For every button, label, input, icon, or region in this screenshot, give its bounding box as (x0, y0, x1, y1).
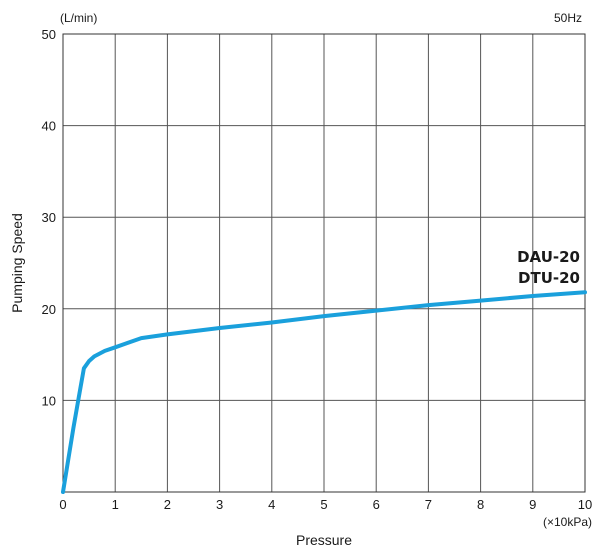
x-tick-label-0: 0 (59, 497, 66, 512)
series-label-dau-20: DAU-20 (517, 248, 580, 266)
x-tick-label-2: 2 (164, 497, 171, 512)
series-layer (61, 290, 587, 494)
y-axis-label: Pumping Speed (9, 213, 25, 313)
y-tick-label-30: 30 (42, 210, 56, 225)
plot-frame (62, 33, 586, 493)
x-axis-unit: (×10kPa) (543, 515, 592, 529)
y-tick-label-50: 50 (42, 27, 56, 42)
x-tick-label-7: 7 (425, 497, 432, 512)
x-tick-label-6: 6 (373, 497, 380, 512)
x-axis-label: Pressure (296, 532, 352, 546)
y-tick-label-20: 20 (42, 302, 56, 317)
x-tick-label-9: 9 (529, 497, 536, 512)
y-tick-label-40: 40 (42, 119, 56, 134)
y-axis-unit: (L/min) (60, 11, 97, 25)
y-tick-labels: 10 20 30 40 50 (42, 27, 56, 408)
x-tick-label-1: 1 (112, 497, 119, 512)
x-tick-labels: 0 1 2 3 4 5 6 7 8 9 10 (59, 497, 592, 512)
x-tick-label-8: 8 (477, 497, 484, 512)
grid-lines (63, 34, 585, 492)
x-tick-label-4: 4 (268, 497, 275, 512)
x-tick-label-5: 5 (320, 497, 327, 512)
series-line-0 (61, 290, 587, 494)
y-tick-label-10: 10 (42, 393, 56, 408)
x-tick-label-3: 3 (216, 497, 223, 512)
frequency-note: 50Hz (554, 11, 582, 25)
series-label-dtu-20: DTU-20 (518, 269, 580, 287)
x-tick-label-10: 10 (578, 497, 592, 512)
